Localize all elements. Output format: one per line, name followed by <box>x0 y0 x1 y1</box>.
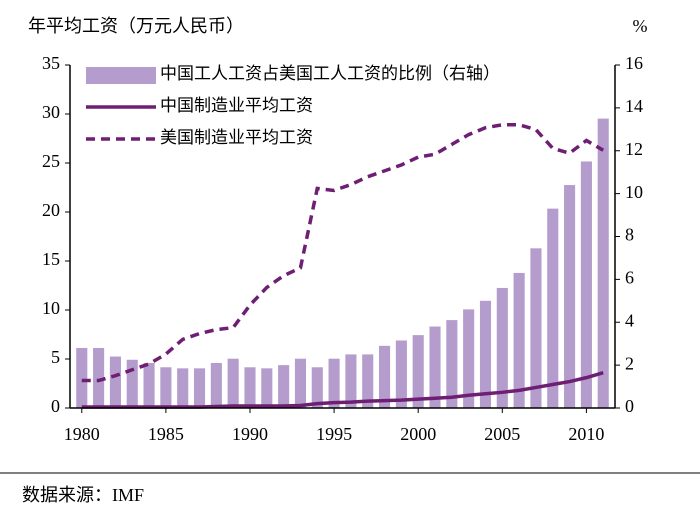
y-tick-label: 30 <box>42 102 60 122</box>
y2-tick-label: 4 <box>625 310 634 330</box>
bar <box>446 320 458 408</box>
source-note: 数据来源：IMF <box>22 485 144 505</box>
legend-label: 美国制造业平均工资 <box>160 128 313 147</box>
bar <box>580 161 592 408</box>
x-tick-label: 1985 <box>148 424 184 444</box>
y-tick-label: 25 <box>42 151 60 171</box>
y2-tick-label: 0 <box>625 396 634 416</box>
legend-swatch <box>86 67 156 84</box>
bar <box>395 340 407 408</box>
bar <box>496 287 508 408</box>
y-tick-label: 10 <box>42 298 60 318</box>
bar <box>429 326 441 408</box>
lines <box>81 123 605 409</box>
bars <box>76 118 609 408</box>
y2-tick-label: 12 <box>625 139 643 159</box>
y2-axis-title: % <box>633 16 648 36</box>
y-tick-label: 5 <box>51 347 60 367</box>
y-tick-label: 15 <box>42 249 60 269</box>
y2-tick-label: 2 <box>625 353 634 373</box>
bar <box>227 358 239 408</box>
y2-tick-label: 6 <box>625 268 634 288</box>
y-axis-title: 年平均工资（万元人民币） <box>28 16 244 36</box>
bar <box>345 354 357 408</box>
y-tick-label: 20 <box>42 200 60 220</box>
x-tick-label: 1980 <box>64 424 100 444</box>
bar <box>530 248 542 408</box>
bar <box>177 368 189 408</box>
bar <box>278 365 290 408</box>
bar <box>463 309 475 408</box>
bar <box>109 356 121 408</box>
bar <box>210 362 222 408</box>
x-tick-label: 2005 <box>484 424 520 444</box>
bar <box>244 367 256 408</box>
bar <box>513 272 525 408</box>
bar <box>479 300 492 408</box>
y2-tick-label: 8 <box>625 225 634 245</box>
bar <box>311 367 323 408</box>
y2-tick-label: 10 <box>625 182 643 202</box>
x-tick-label: 2010 <box>568 424 604 444</box>
bar <box>412 335 424 408</box>
bar <box>76 347 88 408</box>
bar <box>126 359 138 408</box>
line <box>81 371 604 409</box>
bar <box>547 208 559 408</box>
bar <box>261 368 273 408</box>
bar <box>160 367 172 408</box>
bar <box>597 118 609 408</box>
bar <box>328 358 340 408</box>
y2-tick-label: 14 <box>625 96 643 116</box>
y-tick-label: 0 <box>51 396 60 416</box>
bar <box>564 185 576 408</box>
bar <box>362 354 374 408</box>
bar <box>294 358 306 408</box>
line <box>81 123 605 383</box>
x-tick-label: 1995 <box>316 424 352 444</box>
x-tick-label: 2000 <box>400 424 436 444</box>
bar <box>93 347 105 408</box>
y2-tick-label: 16 <box>625 53 643 73</box>
bar <box>379 345 391 408</box>
x-tick-label: 1990 <box>232 424 268 444</box>
bar <box>143 362 155 408</box>
y-tick-label: 35 <box>42 53 60 73</box>
legend-label: 中国工人工资占美国工人工资的比例（右轴） <box>160 64 500 83</box>
legend-label: 中国制造业平均工资 <box>160 96 313 115</box>
bar <box>193 368 206 408</box>
